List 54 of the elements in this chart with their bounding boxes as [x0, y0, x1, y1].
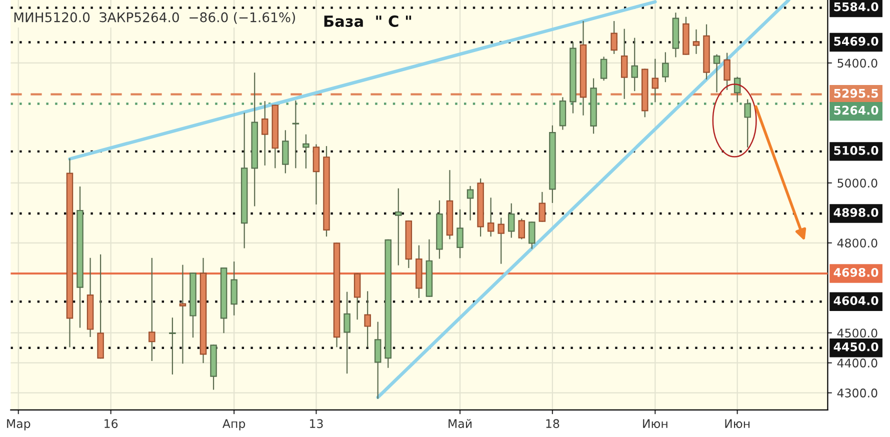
candlestick: [662, 52, 669, 82]
candlestick: [508, 203, 515, 238]
candlestick: [148, 258, 156, 361]
x-tick-label: Мар: [7, 419, 30, 430]
candlestick: [261, 101, 268, 166]
x-tick-label: Июн: [725, 419, 750, 428]
ref-line-label: 5264.0: [834, 106, 878, 115]
y-tick-label: 4500.0: [837, 328, 878, 338]
candlestick: [487, 198, 494, 237]
ref-line-label: 4898.0: [834, 208, 878, 217]
x-tick-label: 16: [104, 419, 118, 428]
ref-line-label: 5584.0: [834, 2, 878, 12]
text: База " С ": [324, 15, 412, 27]
candlestick: [631, 38, 638, 92]
candlestick: [456, 209, 464, 258]
y-tick-label: 4800.0: [837, 238, 878, 248]
x-tick-label: Июн: [643, 419, 668, 428]
candlestick: [713, 54, 720, 92]
candlestick: [620, 28, 628, 99]
candlestick: [364, 291, 371, 348]
x-tick-label: Май: [448, 418, 472, 428]
candlestick: [518, 218, 526, 240]
ref-line-label: 5295.5: [834, 88, 878, 98]
candlestick: [528, 222, 536, 249]
ref-line-label: 5469.0: [834, 36, 878, 46]
annotation: МИН5120.0 ЗАКР5264.0 −86.0 (−1.61%): [14, 12, 295, 24]
candlestick: [724, 52, 730, 90]
candlestick: [538, 192, 546, 222]
candlestick: [292, 100, 300, 168]
candlestick: [600, 56, 608, 81]
x-tick-label: Апр: [222, 419, 246, 430]
candlestick: [169, 318, 176, 374]
y-tick-label: 5400.0: [838, 58, 878, 68]
ref-line-label: 4698.0: [834, 268, 878, 277]
x-tick-label: 18: [546, 419, 560, 428]
candlestick: [344, 292, 350, 374]
x-tick-label: 13: [310, 419, 323, 428]
candlestick: [354, 273, 361, 320]
candlestick: [179, 264, 186, 364]
candlestick: [374, 322, 382, 399]
ref-line-label: 5105.0: [834, 146, 878, 155]
ref-line-label: 4450.0: [834, 342, 878, 352]
candlestick: [466, 186, 474, 220]
y-tick-label: 4300.0: [837, 388, 878, 398]
candlestick: [744, 99, 751, 148]
candlestick: [395, 188, 402, 266]
candlestick: [302, 134, 310, 168]
candlestick: [282, 130, 289, 174]
candlestick: [610, 21, 618, 54]
ref-line-label: 4604.0: [834, 296, 878, 306]
y-tick-label: 5000.0: [838, 178, 878, 188]
candlestick: [692, 29, 700, 54]
candlestick: [498, 218, 504, 264]
y-tick-label: 4400.0: [837, 358, 878, 368]
